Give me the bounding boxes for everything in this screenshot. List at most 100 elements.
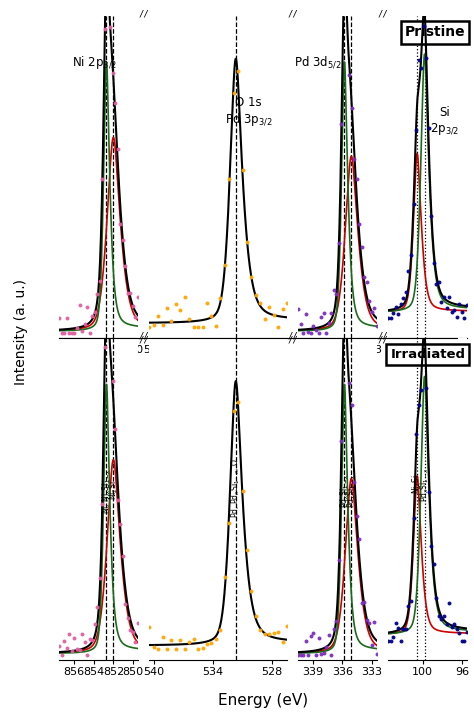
Point: [353, 174, 360, 185]
Point: [93, 601, 101, 613]
Point: [150, 641, 157, 653]
Point: [270, 628, 277, 639]
Point: [450, 618, 458, 629]
Point: [208, 311, 215, 322]
Point: [89, 311, 96, 322]
Point: [127, 625, 134, 636]
Point: [181, 643, 189, 654]
Point: [89, 634, 96, 645]
Point: [443, 618, 450, 630]
Point: [461, 313, 468, 324]
Text: Pd$_x$Si$_{1-x}$: Pd$_x$Si$_{1-x}$: [338, 473, 351, 508]
Point: [405, 265, 412, 276]
Text: Energy (eV): Energy (eV): [218, 693, 308, 708]
Point: [328, 649, 335, 660]
Point: [418, 63, 425, 74]
Text: //: //: [377, 336, 388, 345]
Point: [73, 323, 81, 334]
Point: [425, 486, 433, 498]
Point: [61, 327, 68, 338]
Point: [412, 124, 420, 136]
Point: [343, 0, 350, 4]
Point: [68, 645, 76, 657]
Point: [172, 298, 180, 310]
Point: [305, 649, 312, 660]
Text: //: //: [377, 331, 388, 341]
Point: [212, 633, 219, 645]
Point: [294, 649, 302, 660]
Point: [371, 302, 378, 313]
Point: [58, 649, 65, 660]
Point: [194, 643, 202, 655]
Point: [96, 573, 104, 584]
Point: [456, 628, 463, 639]
Text: Pd$_x$Si$_{1-x}$: Pd$_x$Si$_{1-x}$: [419, 467, 431, 502]
Point: [356, 218, 363, 230]
Point: [453, 311, 461, 323]
Point: [420, 319, 428, 331]
Point: [448, 621, 456, 633]
Point: [155, 643, 162, 655]
Point: [394, 308, 402, 319]
Point: [203, 298, 211, 309]
Point: [373, 321, 381, 332]
Point: [279, 303, 286, 315]
Point: [340, 313, 348, 324]
Point: [101, 23, 109, 34]
Point: [91, 618, 99, 630]
Point: [360, 271, 368, 282]
Point: [168, 635, 175, 646]
Point: [348, 103, 356, 114]
Point: [322, 641, 330, 653]
Point: [402, 623, 410, 634]
Point: [392, 617, 400, 628]
Text: //: //: [287, 9, 298, 18]
Point: [111, 423, 119, 435]
Point: [302, 308, 310, 320]
Point: [392, 301, 400, 313]
Point: [124, 613, 132, 624]
Point: [243, 236, 251, 248]
Point: [163, 643, 171, 655]
Point: [93, 288, 101, 300]
Point: [146, 321, 153, 332]
Point: [199, 321, 206, 332]
Text: //: //: [377, 9, 388, 18]
Point: [412, 428, 420, 440]
Point: [390, 307, 397, 318]
Point: [407, 595, 415, 607]
Point: [435, 610, 443, 622]
Point: [109, 376, 117, 387]
Point: [230, 88, 237, 99]
Point: [325, 629, 332, 640]
Point: [317, 648, 325, 660]
Point: [256, 625, 264, 636]
Text: Ni 2p$_{3/2}$: Ni 2p$_{3/2}$: [72, 54, 117, 71]
Point: [73, 643, 81, 655]
Point: [55, 313, 63, 324]
Point: [176, 304, 184, 316]
Point: [356, 533, 363, 544]
Point: [387, 313, 394, 324]
Point: [81, 318, 89, 330]
Point: [63, 642, 71, 653]
Point: [343, 329, 350, 341]
Text: Ni, Ni$_x$Si$_{1-x}$: Ni, Ni$_x$Si$_{1-x}$: [100, 468, 113, 513]
Point: [226, 517, 233, 528]
Point: [430, 558, 438, 570]
Point: [163, 302, 171, 313]
Point: [425, 122, 433, 134]
Point: [402, 286, 410, 298]
Point: [405, 600, 412, 612]
Point: [384, 635, 392, 646]
Text: Irradiated: Irradiated: [390, 348, 465, 361]
Point: [345, 377, 353, 388]
Point: [350, 153, 358, 164]
Point: [265, 628, 273, 639]
Point: [320, 307, 328, 318]
Point: [463, 299, 471, 311]
Point: [208, 637, 215, 648]
Point: [76, 300, 83, 311]
Text: Pd, Pd$_x$Si$_{1-x}$, O: Pd, Pd$_x$Si$_{1-x}$, O: [229, 458, 242, 518]
Point: [387, 635, 394, 646]
